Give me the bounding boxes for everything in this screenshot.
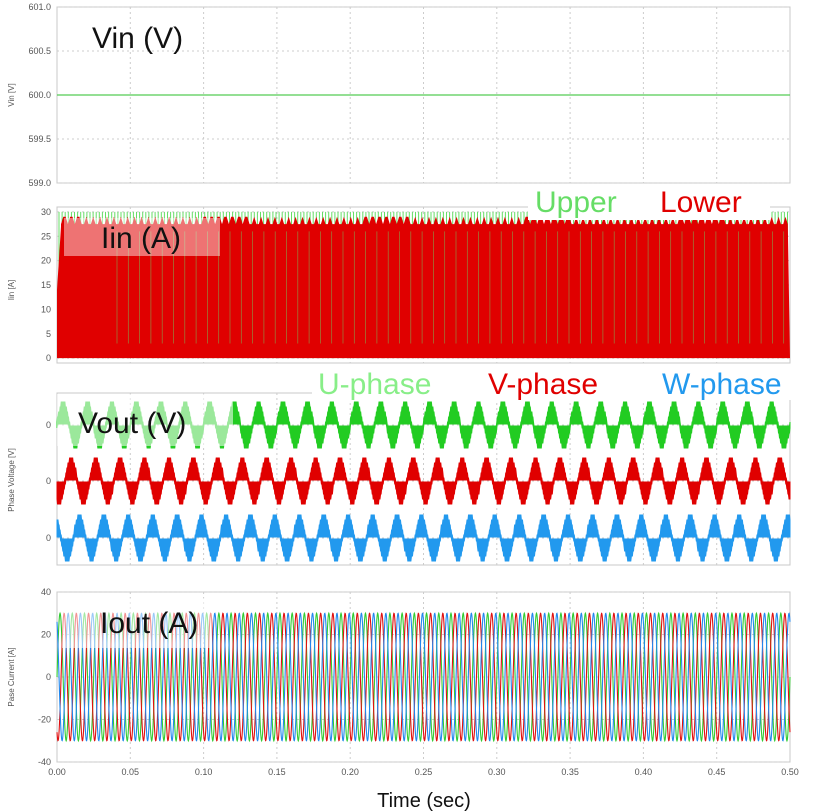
vout-annotation: Vout (V) [78, 407, 186, 440]
y-tick-label: 10 [41, 304, 51, 314]
legend-v-phase: V-phase [488, 368, 598, 401]
iin-legend-backdrop [528, 186, 770, 220]
x-tick-label: 0.00 [48, 767, 66, 777]
vin-y-ticks: 601.0 600.5 600.0 599.5 599.0 [28, 2, 51, 188]
iin-annotation: Iin (A) [101, 222, 181, 255]
legend-u-phase: U-phase [318, 368, 431, 401]
y-tick-label: 20 [41, 256, 51, 266]
y-tick-label: 5 [46, 329, 51, 339]
iin-annotation-backdrop [64, 218, 220, 256]
legend-lower: Lower [660, 186, 742, 219]
vout-series-v [56, 457, 791, 505]
y-tick-label: 30 [41, 207, 51, 217]
y-tick-label: 599.5 [28, 134, 51, 144]
iin-lower-series [57, 216, 790, 359]
iin-y-label: Iin [A] [7, 280, 16, 300]
iout-series-1 [56, 611, 791, 743]
iout-y-ticks: 40 20 0 -20 -40 [38, 587, 51, 767]
iin-y-ticks: 30 25 20 15 10 5 0 [41, 207, 51, 363]
vout-legend-backdrop [312, 366, 815, 400]
legend-w-phase: W-phase [662, 368, 782, 401]
vout-series-u [56, 401, 791, 449]
x-tick-label: 0.10 [195, 767, 213, 777]
x-tick-label: 0.40 [635, 767, 653, 777]
legend-upper: Upper [535, 186, 617, 219]
vin-panel: 601.0 600.5 600.0 599.5 599.0 Vin [V] Vin (V… [7, 2, 791, 188]
y-tick-label: 601.0 [28, 2, 51, 12]
vout-series [56, 401, 791, 562]
x-tick-label: 0.35 [561, 767, 579, 777]
y-tick-label: 600.5 [28, 46, 51, 56]
y-tick-label: 0 [46, 420, 51, 430]
iout-annotation-backdrop [62, 598, 212, 648]
x-axis-title: Time (sec) [377, 790, 471, 811]
iin-series [57, 211, 790, 359]
y-tick-label: 599.0 [28, 178, 51, 188]
x-tick-label: 0.30 [488, 767, 506, 777]
iout-panel: 40 20 0 -20 -40 Pase Current [A] Iout (A) 0.… [7, 587, 799, 777]
vout-panel: 0 0 0 Phase Voltage [V] Vout (V) U-phase V… [7, 366, 815, 566]
y-tick-label: 20 [41, 630, 51, 640]
vin-annotation: Vin (V) [92, 22, 183, 55]
y-tick-label: 0 [46, 672, 51, 682]
y-tick-label: -20 [38, 715, 51, 725]
iout-y-label: Pase Current [A] [7, 647, 16, 706]
y-tick-label: 25 [41, 231, 51, 241]
vout-annotation-backdrop [57, 394, 233, 446]
y-tick-label: 0 [46, 476, 51, 486]
y-tick-label: -40 [38, 757, 51, 767]
vout-series-w [56, 514, 791, 562]
y-tick-label: 0 [46, 533, 51, 543]
x-axis-ticks: 0.00 0.05 0.10 0.15 0.20 0.25 0.30 0.35 0.40 0.45… [48, 767, 799, 777]
x-tick-label: 0.45 [708, 767, 726, 777]
y-tick-label: 40 [41, 587, 51, 597]
iout-series-2 [56, 612, 791, 742]
x-tick-label: 0.20 [341, 767, 359, 777]
x-tick-label: 0.50 [781, 767, 799, 777]
y-tick-label: 600.0 [28, 90, 51, 100]
x-tick-label: 0.25 [415, 767, 433, 777]
iin-panel: 30 25 20 15 10 5 0 Iin [A] Iin (A) Upper Lower [7, 186, 791, 364]
vin-y-label: Vin [V] [7, 83, 16, 106]
x-tick-label: 0.05 [122, 767, 140, 777]
y-tick-label: 0 [46, 353, 51, 363]
x-tick-label: 0.15 [268, 767, 286, 777]
iin-upper-series-front [116, 231, 785, 344]
y-tick-label: 15 [41, 280, 51, 290]
vout-y-label: Phase Voltage [V] [7, 448, 16, 512]
iout-annotation: Iout (A) [100, 607, 198, 640]
vout-y-ticks: 0 0 0 [46, 420, 51, 543]
